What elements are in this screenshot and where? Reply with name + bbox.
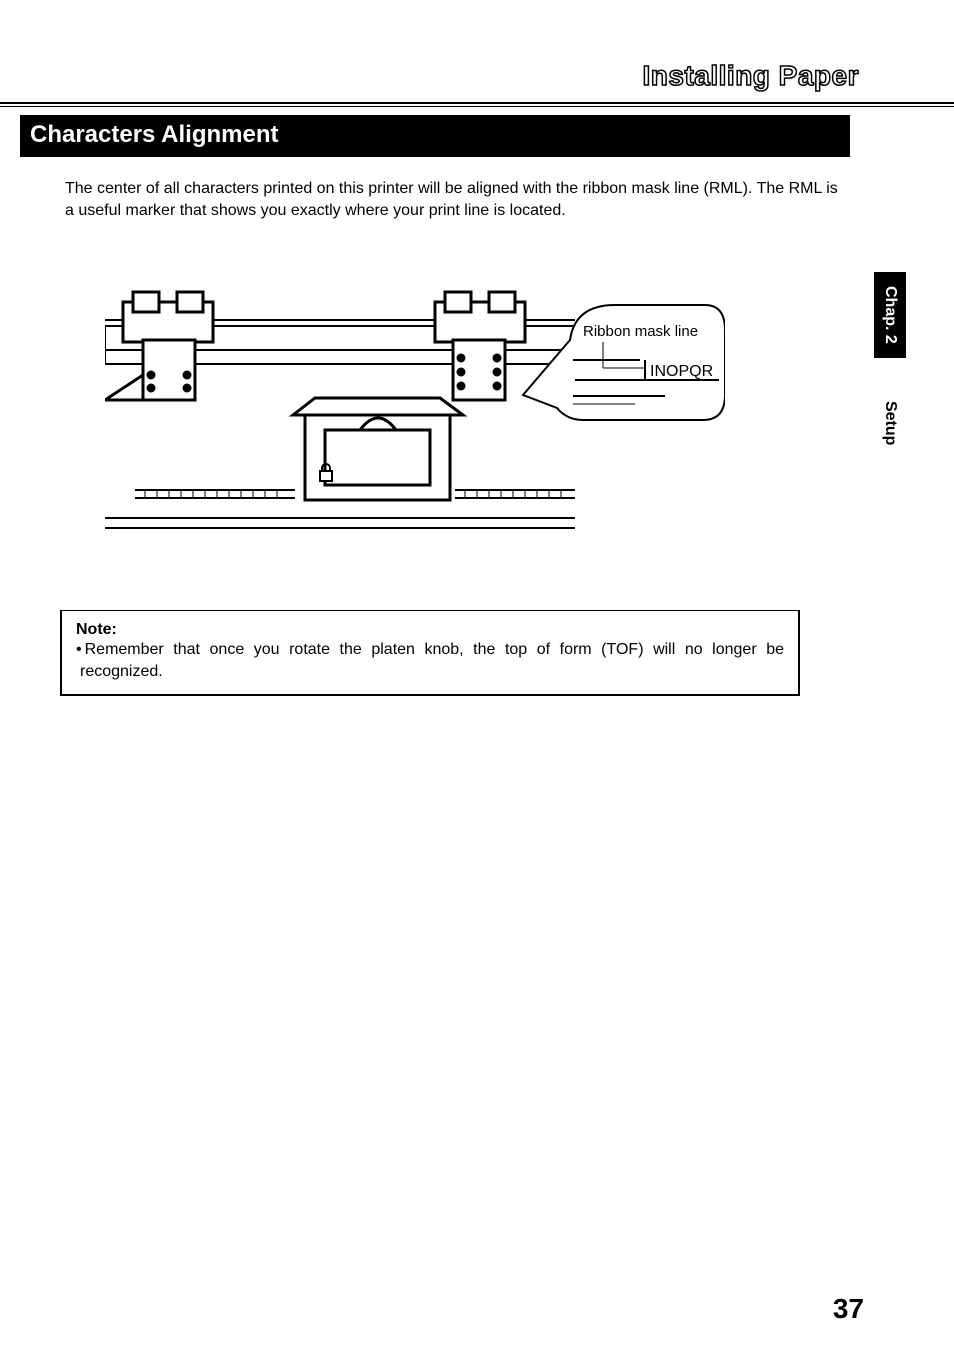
note-label: Note:	[76, 621, 784, 639]
note-box: Note: Remember that once you rotate the …	[60, 610, 800, 696]
chapter-tab: Chap. 2	[874, 272, 906, 358]
printer-diagram: Ribbon mask line INOPQR	[105, 280, 725, 540]
document-page: Installing Paper Characters Alignment Th…	[0, 0, 954, 1359]
page-number: 37	[833, 1293, 864, 1325]
callout-title: Ribbon mask line	[583, 323, 698, 340]
breadcrumb-title: Installing Paper	[643, 60, 860, 92]
callout-characters: INOPQR	[650, 363, 713, 380]
section-side-label: Setup	[874, 388, 906, 458]
note-text: Remember that once you rotate the platen…	[76, 639, 784, 682]
section-heading: Characters Alignment	[20, 115, 850, 157]
header-rule-thick	[0, 102, 954, 104]
body-paragraph: The center of all characters printed on …	[65, 178, 845, 221]
header-rule-thin	[0, 106, 954, 107]
diagram-svg: Ribbon mask line INOPQR	[105, 280, 725, 540]
section-side-label-text: Setup	[881, 401, 899, 445]
chapter-tab-label: Chap. 2	[881, 286, 899, 344]
